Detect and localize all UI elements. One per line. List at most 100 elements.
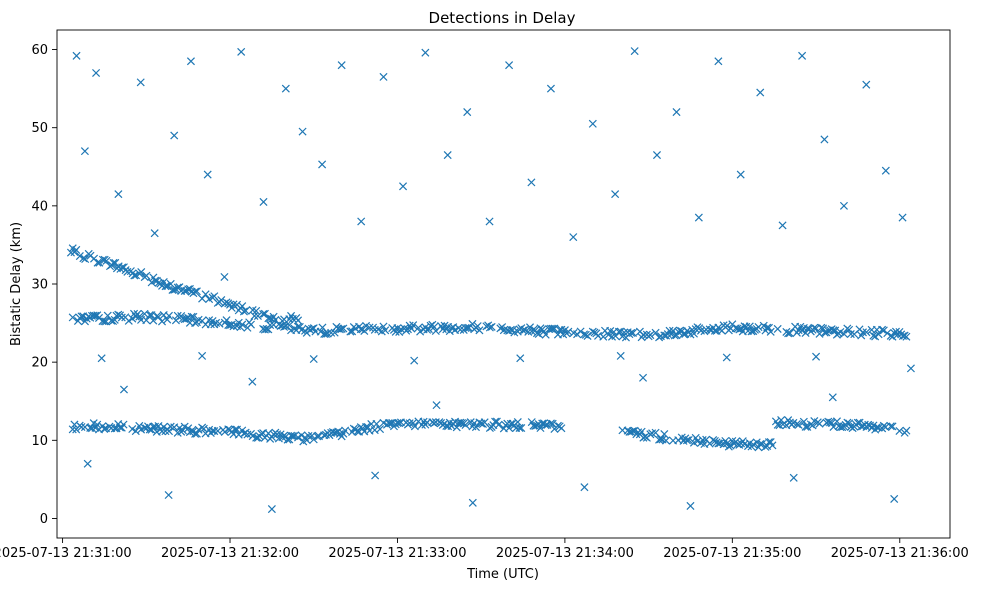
data-point-marker bbox=[646, 331, 655, 340]
data-point-marker bbox=[189, 312, 198, 321]
y-axis-ticks: 0 10 20 30 40 50 60 bbox=[31, 43, 57, 527]
data-point-marker bbox=[253, 311, 262, 320]
data-point-marker bbox=[220, 272, 229, 281]
data-point-marker bbox=[259, 197, 268, 206]
data-point-marker bbox=[100, 424, 109, 433]
data-point-marker bbox=[599, 332, 608, 341]
data-point-marker bbox=[698, 435, 707, 445]
data-point-marker bbox=[341, 426, 350, 435]
data-point-marker bbox=[517, 423, 526, 433]
data-point-marker bbox=[192, 429, 201, 438]
data-point-marker bbox=[151, 276, 160, 285]
data-point-marker bbox=[534, 329, 543, 338]
data-point-marker bbox=[250, 311, 259, 320]
data-point-marker bbox=[80, 147, 89, 156]
data-point-marker bbox=[768, 441, 777, 450]
data-point-marker bbox=[764, 323, 773, 332]
data-point-marker bbox=[656, 435, 665, 444]
data-point-marker bbox=[820, 135, 829, 144]
data-point-marker bbox=[192, 287, 201, 296]
data-point-marker bbox=[569, 233, 578, 242]
data-point-marker bbox=[346, 327, 355, 336]
data-point-marker bbox=[384, 419, 393, 428]
data-point-marker bbox=[287, 431, 296, 440]
data-point-marker bbox=[114, 190, 123, 199]
data-point-marker bbox=[546, 419, 555, 428]
data-point-marker bbox=[611, 190, 620, 199]
data-point-marker bbox=[583, 331, 592, 340]
data-point-marker bbox=[164, 427, 173, 436]
data-point-marker bbox=[164, 490, 173, 500]
data-point-marker bbox=[812, 352, 821, 361]
data-point-marker bbox=[399, 182, 408, 191]
data-point-marker bbox=[124, 316, 133, 325]
data-point-marker bbox=[281, 84, 290, 93]
data-point-marker bbox=[475, 326, 484, 335]
data-point-marker bbox=[660, 430, 669, 439]
data-point-marker bbox=[651, 428, 660, 437]
data-point-marker bbox=[97, 354, 106, 363]
data-point-marker bbox=[862, 80, 871, 89]
data-point-marker bbox=[316, 327, 325, 336]
data-point-marker bbox=[381, 326, 390, 335]
data-point-marker bbox=[266, 321, 275, 330]
data-point-marker bbox=[443, 151, 452, 160]
x-tick-label: 2025-07-13 21:36:00 bbox=[831, 546, 969, 561]
data-point-marker bbox=[170, 131, 179, 140]
data-point-marker bbox=[171, 316, 180, 325]
y-tick-label: 40 bbox=[31, 199, 48, 214]
data-point-marker bbox=[485, 217, 494, 226]
x-tick-label: 2025-07-13 21:35:00 bbox=[663, 546, 801, 561]
data-point-marker bbox=[430, 322, 439, 332]
data-point-marker bbox=[131, 427, 140, 436]
data-point-marker bbox=[259, 309, 268, 319]
data-point-marker bbox=[829, 326, 838, 335]
data-point-marker bbox=[858, 328, 867, 337]
data-point-marker bbox=[620, 328, 629, 337]
data-point-marker bbox=[580, 483, 589, 492]
data-point-marker bbox=[119, 385, 128, 394]
data-point-marker bbox=[473, 322, 482, 331]
data-point-marker bbox=[546, 324, 555, 333]
data-point-marker bbox=[878, 325, 887, 334]
data-point-marker bbox=[756, 440, 765, 449]
data-point-marker bbox=[229, 322, 238, 331]
data-point-marker bbox=[714, 57, 723, 66]
data-point-marker bbox=[304, 431, 313, 441]
y-tick-label: 0 bbox=[40, 512, 48, 527]
data-point-marker bbox=[815, 419, 824, 428]
data-point-marker bbox=[77, 422, 86, 431]
data-point-marker bbox=[662, 436, 671, 445]
data-point-marker bbox=[456, 325, 465, 334]
data-point-marker bbox=[92, 68, 101, 78]
data-point-marker bbox=[736, 170, 745, 179]
data-point-marker bbox=[616, 351, 625, 360]
data-point-marker bbox=[237, 47, 246, 56]
data-point-marker bbox=[273, 430, 282, 439]
data-point-marker bbox=[337, 61, 346, 70]
data-point-marker bbox=[773, 324, 782, 333]
y-tick-label: 50 bbox=[31, 121, 48, 136]
data-point-marker bbox=[68, 425, 77, 434]
data-point-marker bbox=[548, 419, 557, 428]
data-point-marker bbox=[173, 311, 182, 320]
data-point-marker bbox=[519, 326, 528, 335]
data-point-marker bbox=[452, 423, 461, 432]
data-point-marker bbox=[318, 323, 327, 332]
y-tick-label: 10 bbox=[31, 434, 48, 449]
data-point-marker bbox=[536, 424, 545, 433]
data-point-marker bbox=[117, 313, 126, 322]
x-axis-ticks: 2025-07-13 21:31:00 2025-07-13 21:32:00 20… bbox=[0, 538, 969, 561]
data-point-marker bbox=[93, 420, 102, 429]
data-point-marker bbox=[487, 322, 496, 331]
data-point-marker bbox=[294, 433, 303, 442]
data-point-marker bbox=[298, 127, 307, 136]
data-point-marker bbox=[794, 420, 803, 429]
data-point-marker bbox=[161, 282, 170, 291]
data-point-marker bbox=[246, 320, 255, 329]
plot-area-frame bbox=[56, 29, 951, 539]
data-point-marker bbox=[198, 294, 207, 303]
data-point-marker bbox=[375, 425, 385, 434]
data-point-marker bbox=[902, 426, 911, 435]
